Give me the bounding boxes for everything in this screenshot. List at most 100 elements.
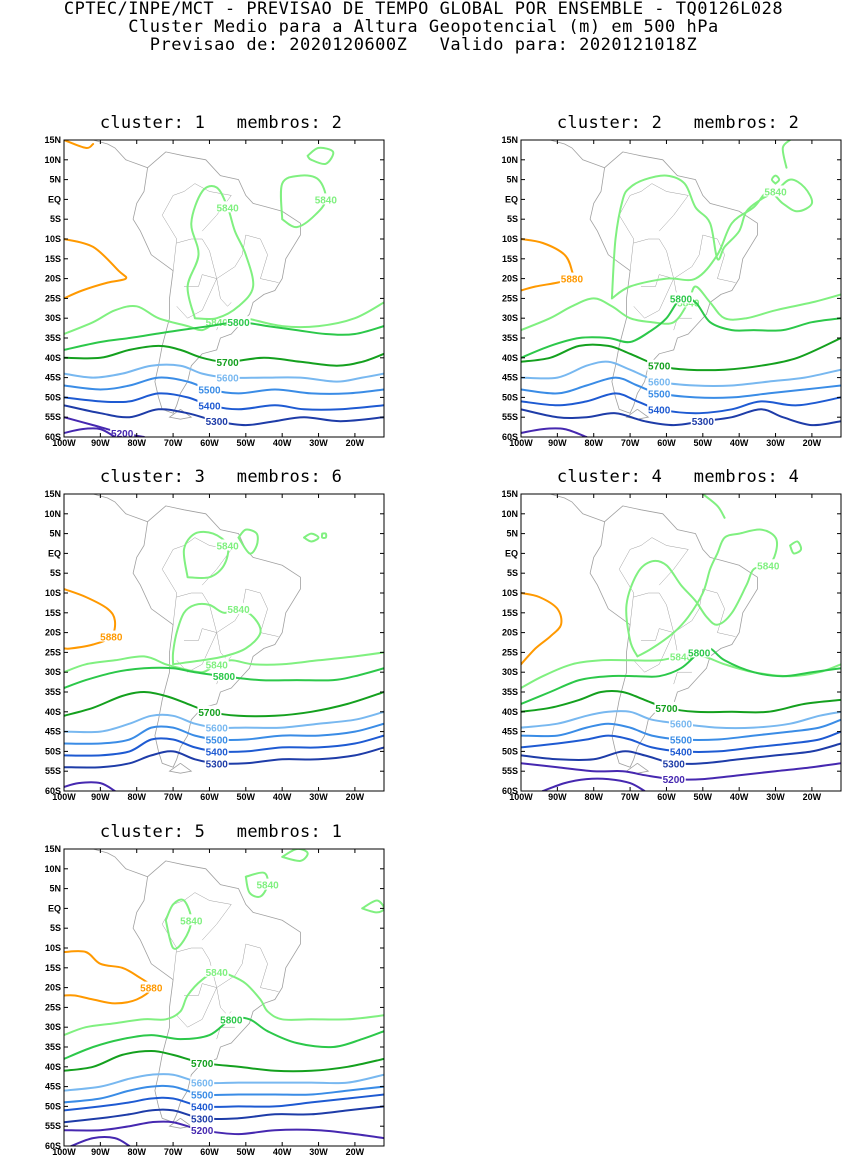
contour-label-bg bbox=[647, 387, 672, 399]
header-line-2: Cluster Medio para a Altura Geopotencial… bbox=[128, 17, 719, 37]
lat-tick-label: 40S bbox=[45, 353, 61, 363]
lat-tick-label: 5S bbox=[50, 923, 61, 933]
lon-tick-label: 70W bbox=[621, 438, 640, 448]
contour-label-5300: 5300 bbox=[206, 417, 229, 428]
contour-5300 bbox=[521, 408, 841, 427]
contour-label-bg bbox=[313, 193, 338, 205]
map-frame bbox=[63, 493, 385, 792]
contour-label-bg bbox=[255, 878, 280, 890]
panel-title-cluster-5: cluster: 5 membros: 1 bbox=[99, 822, 343, 842]
lat-tick-label: 10S bbox=[45, 943, 61, 953]
lat-tick-label: 5S bbox=[50, 568, 61, 578]
lat-tick-label: 5S bbox=[507, 214, 518, 224]
lat-tick-label: 20S bbox=[502, 274, 518, 284]
contour-label-5500: 5500 bbox=[670, 736, 693, 747]
contour-label-5300: 5300 bbox=[663, 759, 686, 770]
lon-tick-label: 80W bbox=[584, 438, 603, 448]
lat-tick-label: 60S bbox=[502, 786, 518, 796]
contour-5880 bbox=[521, 592, 563, 666]
contour-label-bg bbox=[669, 292, 693, 304]
contour-5600 bbox=[64, 1072, 384, 1092]
country-border bbox=[640, 537, 689, 586]
contour-5700 bbox=[521, 337, 841, 372]
lon-tick-label: 50W bbox=[237, 438, 256, 448]
contour-label-bg bbox=[204, 745, 229, 757]
contour-label-bg bbox=[139, 981, 164, 993]
lon-tick-label: 90W bbox=[91, 792, 110, 802]
panel-title-cluster-2: cluster: 2 membros: 2 bbox=[556, 113, 800, 133]
contour-label-5840: 5840 bbox=[677, 298, 700, 309]
map-panel-cluster-4: 58405840580057005600550054005300520015N1… bbox=[501, 489, 842, 802]
country-border bbox=[633, 238, 674, 279]
contour-label-bg bbox=[669, 717, 693, 729]
lat-tick-label: 50S bbox=[502, 392, 518, 402]
lat-tick-label: 35S bbox=[502, 687, 518, 697]
lat-tick-label: 35S bbox=[45, 333, 61, 343]
lon-tick-label: 40W bbox=[273, 792, 292, 802]
contour-label-5840: 5840 bbox=[764, 187, 787, 198]
contour-5500 bbox=[521, 376, 841, 399]
contour-label-bg bbox=[690, 415, 715, 427]
contour-5840 bbox=[237, 528, 259, 555]
lat-tick-label: 30S bbox=[45, 313, 61, 323]
contour-label-bg bbox=[756, 559, 781, 571]
contour-label-5840: 5840 bbox=[757, 561, 780, 572]
contour-label-5200: 5200 bbox=[663, 775, 686, 786]
coastline-tierra-del-fuego bbox=[168, 1117, 193, 1129]
lon-tick-label: 90W bbox=[548, 792, 567, 802]
contour-5840 bbox=[182, 530, 230, 580]
contour-5200 bbox=[64, 416, 145, 437]
contour-label-bg bbox=[190, 1124, 215, 1136]
coastline-south-america bbox=[589, 505, 758, 768]
coastline-central-america bbox=[92, 140, 148, 169]
lon-tick-label: 20W bbox=[803, 438, 822, 448]
contour-label-bg bbox=[204, 733, 229, 745]
lon-tick-label: 100W bbox=[509, 438, 533, 448]
map-panel-cluster-2: 58805840584058005700560055005400530015N1… bbox=[501, 135, 842, 448]
contour-5800 bbox=[521, 647, 841, 705]
lat-tick-label: 30S bbox=[45, 667, 61, 677]
country-border bbox=[618, 545, 642, 625]
lon-tick-label: 40W bbox=[730, 438, 749, 448]
contour-label-5600: 5600 bbox=[670, 720, 693, 731]
contour-label-5600: 5600 bbox=[217, 374, 240, 385]
contour-5400 bbox=[521, 730, 841, 753]
contour-5200 bbox=[64, 781, 116, 791]
country-border bbox=[161, 545, 185, 625]
country-border bbox=[184, 983, 217, 996]
contour-label-5700: 5700 bbox=[655, 704, 678, 715]
contour-label-5400: 5400 bbox=[206, 747, 229, 758]
country-border bbox=[184, 274, 217, 287]
contour-label-5500: 5500 bbox=[206, 736, 229, 747]
contour-label-bg bbox=[179, 914, 204, 926]
lon-tick-label: 20W bbox=[346, 792, 365, 802]
country-border bbox=[176, 987, 217, 1028]
lat-tick-label: 55S bbox=[502, 412, 518, 422]
contour-5880 bbox=[64, 588, 117, 650]
contour-5700 bbox=[64, 344, 384, 367]
country-border bbox=[216, 234, 279, 283]
lat-tick-label: 35S bbox=[502, 333, 518, 343]
country-border bbox=[640, 183, 689, 232]
lat-tick-label: 10N bbox=[501, 155, 518, 165]
lon-tick-label: 50W bbox=[237, 792, 256, 802]
lat-tick-label: 20S bbox=[45, 628, 61, 638]
contour-label-bg bbox=[99, 630, 124, 642]
lat-tick-label: EQ bbox=[48, 903, 61, 913]
contour-5200 bbox=[541, 777, 646, 791]
country-border bbox=[633, 592, 674, 633]
contour-label-bg bbox=[226, 602, 251, 614]
country-border bbox=[673, 234, 736, 283]
header-line-1: CPTEC/INPE/MCT - PREVISAO DE TEMPO GLOBA… bbox=[63, 0, 784, 19]
contour-label-5840: 5840 bbox=[217, 203, 240, 214]
lat-tick-label: EQ bbox=[505, 548, 518, 558]
lat-tick-label: 10N bbox=[44, 509, 61, 519]
country-border bbox=[216, 588, 279, 637]
lat-tick-label: 40S bbox=[45, 1062, 61, 1072]
contour-label-bg bbox=[190, 1088, 215, 1100]
contour-label-5300: 5300 bbox=[206, 759, 229, 770]
lon-tick-label: 90W bbox=[91, 438, 110, 448]
lat-tick-label: 10N bbox=[501, 509, 518, 519]
lat-tick-label: 15N bbox=[44, 489, 61, 499]
contour-label-bg bbox=[215, 201, 240, 213]
